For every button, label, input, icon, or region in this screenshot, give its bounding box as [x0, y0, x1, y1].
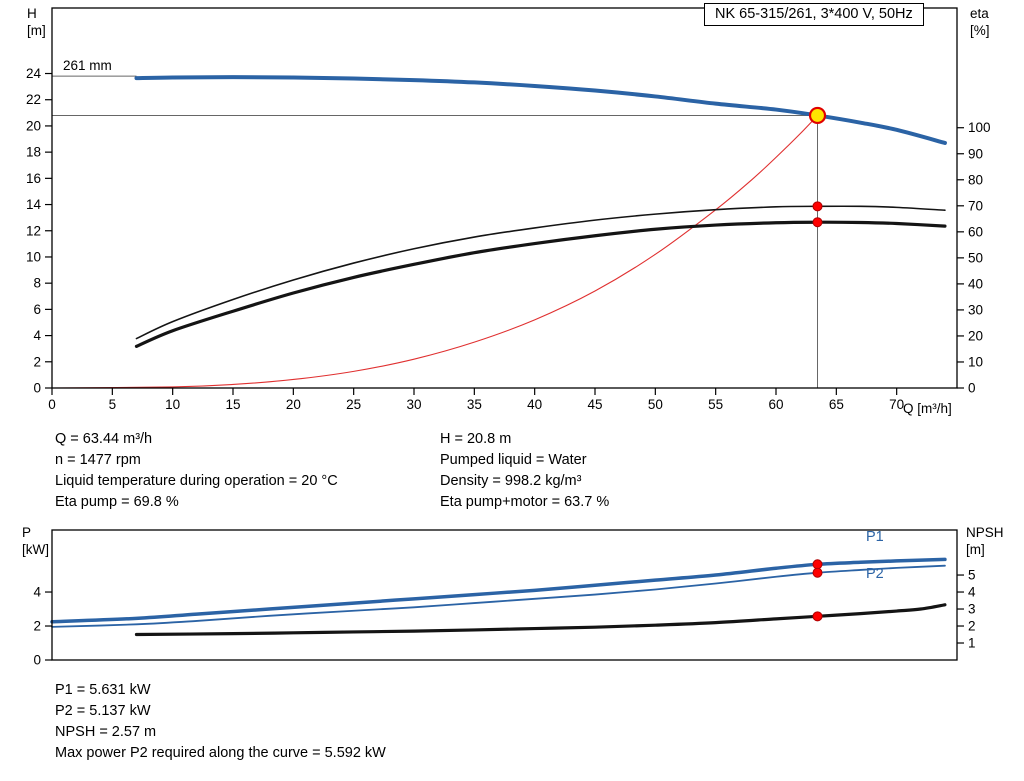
svg-text:2: 2: [33, 619, 41, 634]
NPSH-curve: [134, 603, 947, 637]
info-line: Eta pump+motor = 63.7 %: [440, 494, 610, 510]
power-data-block: P1 = 5.631 kW P2 = 5.137 kW NPSH = 2.57 …: [55, 680, 386, 764]
svg-text:22: 22: [26, 92, 41, 107]
svg-text:40: 40: [527, 397, 542, 412]
svg-text:5: 5: [968, 568, 976, 583]
svg-text:6: 6: [33, 302, 41, 317]
eta-pump-point: [812, 201, 823, 212]
h-axis-label: H [m]: [27, 5, 46, 39]
eta-axis-unit: [%]: [970, 23, 990, 38]
svg-text:70: 70: [968, 198, 983, 213]
svg-text:90: 90: [968, 146, 983, 161]
svg-text:0: 0: [48, 397, 56, 412]
svg-text:70: 70: [889, 397, 904, 412]
svg-text:35: 35: [467, 397, 482, 412]
p1-point: [812, 559, 823, 570]
svg-text:50: 50: [648, 397, 663, 412]
info-line: H = 20.8 m: [440, 431, 512, 447]
svg-text:14: 14: [26, 197, 42, 212]
svg-text:3: 3: [968, 602, 976, 617]
svg-text:4: 4: [33, 328, 41, 343]
npsh-axis-unit: [m]: [966, 542, 985, 557]
power-npsh-chart: 0 2 4 1 2 3 4 5: [33, 529, 976, 668]
hq-eta-chart: 0246810121416182022240102030405060708090…: [26, 7, 991, 412]
P1: [50, 557, 947, 624]
eta-axis-label: eta [%]: [970, 5, 990, 39]
info-line: P2 = 5.137 kW: [55, 703, 151, 719]
svg-text:10: 10: [26, 249, 41, 264]
h-axis-name: H: [27, 6, 37, 21]
P2: [51, 564, 946, 628]
info-line: Liquid temperature during operation = 20…: [55, 473, 338, 489]
impeller-diameter-label: 261 mm: [63, 58, 112, 73]
svg-text:12: 12: [26, 223, 41, 238]
npsh-axis-name: NPSH: [966, 525, 1004, 540]
svg-text:60: 60: [768, 397, 783, 412]
p2-point: [812, 567, 823, 578]
svg-text:30: 30: [968, 302, 983, 317]
svg-text:5: 5: [109, 397, 117, 412]
svg-text:0: 0: [33, 653, 41, 668]
svg-text:10: 10: [165, 397, 180, 412]
system-curve: [51, 114, 819, 389]
svg-text:10: 10: [968, 354, 983, 369]
svg-text:8: 8: [33, 276, 41, 291]
q-axis-label: Q [m³/h]: [903, 401, 952, 416]
svg-text:0: 0: [968, 381, 976, 396]
svg-text:100: 100: [968, 120, 991, 135]
svg-text:20: 20: [286, 397, 301, 412]
svg-text:4: 4: [968, 585, 976, 600]
svg-text:30: 30: [406, 397, 421, 412]
eta-pump-curve: [135, 205, 946, 340]
hq-curve-261mm: [134, 75, 947, 145]
svg-text:2: 2: [33, 354, 41, 369]
info-line: n = 1477 rpm: [55, 452, 141, 468]
info-line: Max power P2 required along the curve = …: [55, 745, 386, 761]
info-line: Density = 998.2 kg/m³: [440, 473, 582, 489]
svg-text:20: 20: [26, 118, 41, 133]
npsh-point: [812, 611, 823, 622]
svg-text:4: 4: [33, 585, 41, 600]
eta-pump-motor-point: [812, 217, 823, 228]
info-line: NPSH = 2.57 m: [55, 724, 157, 740]
svg-text:18: 18: [26, 145, 41, 160]
svg-text:2: 2: [968, 619, 976, 634]
p-axis-name: P: [22, 525, 32, 540]
svg-text:50: 50: [968, 250, 983, 265]
info-line: P1 = 5.631 kW: [55, 682, 151, 698]
svg-text:20: 20: [968, 328, 983, 343]
p-axis-unit: [kW]: [22, 542, 49, 557]
svg-text:1: 1: [968, 636, 976, 651]
svg-text:0: 0: [33, 381, 41, 396]
pump-title-box: NK 65-315/261, 3*400 V, 50Hz: [704, 3, 924, 26]
eta-pump-motor-curve: [134, 220, 947, 348]
svg-text:16: 16: [26, 171, 41, 186]
p-axis-label: P [kW]: [22, 524, 49, 558]
operating-data-right: H = 20.8 m Pumped liquid = Water Density…: [440, 429, 609, 513]
svg-text:80: 80: [968, 172, 983, 187]
h-axis-unit: [m]: [27, 23, 46, 38]
svg-text:25: 25: [346, 397, 361, 412]
info-line: Q = 63.44 m³/h: [55, 431, 153, 447]
operating-data-left: Q = 63.44 m³/h n = 1477 rpm Liquid tempe…: [55, 429, 338, 513]
svg-text:55: 55: [708, 397, 723, 412]
svg-text:40: 40: [968, 276, 983, 291]
svg-text:65: 65: [829, 397, 844, 412]
duty-point-marker: [808, 106, 827, 125]
svg-text:45: 45: [587, 397, 602, 412]
p1-curve-label: P1: [866, 529, 884, 545]
npsh-axis-label: NPSH [m]: [966, 524, 1004, 558]
svg-text:15: 15: [225, 397, 240, 412]
p2-curve-label: P2: [866, 566, 884, 582]
eta-axis-name: eta: [970, 6, 989, 21]
info-line: Pumped liquid = Water: [440, 452, 587, 468]
info-line: Eta pump = 69.8 %: [55, 494, 179, 510]
svg-text:24: 24: [26, 66, 42, 81]
svg-text:60: 60: [968, 224, 983, 239]
